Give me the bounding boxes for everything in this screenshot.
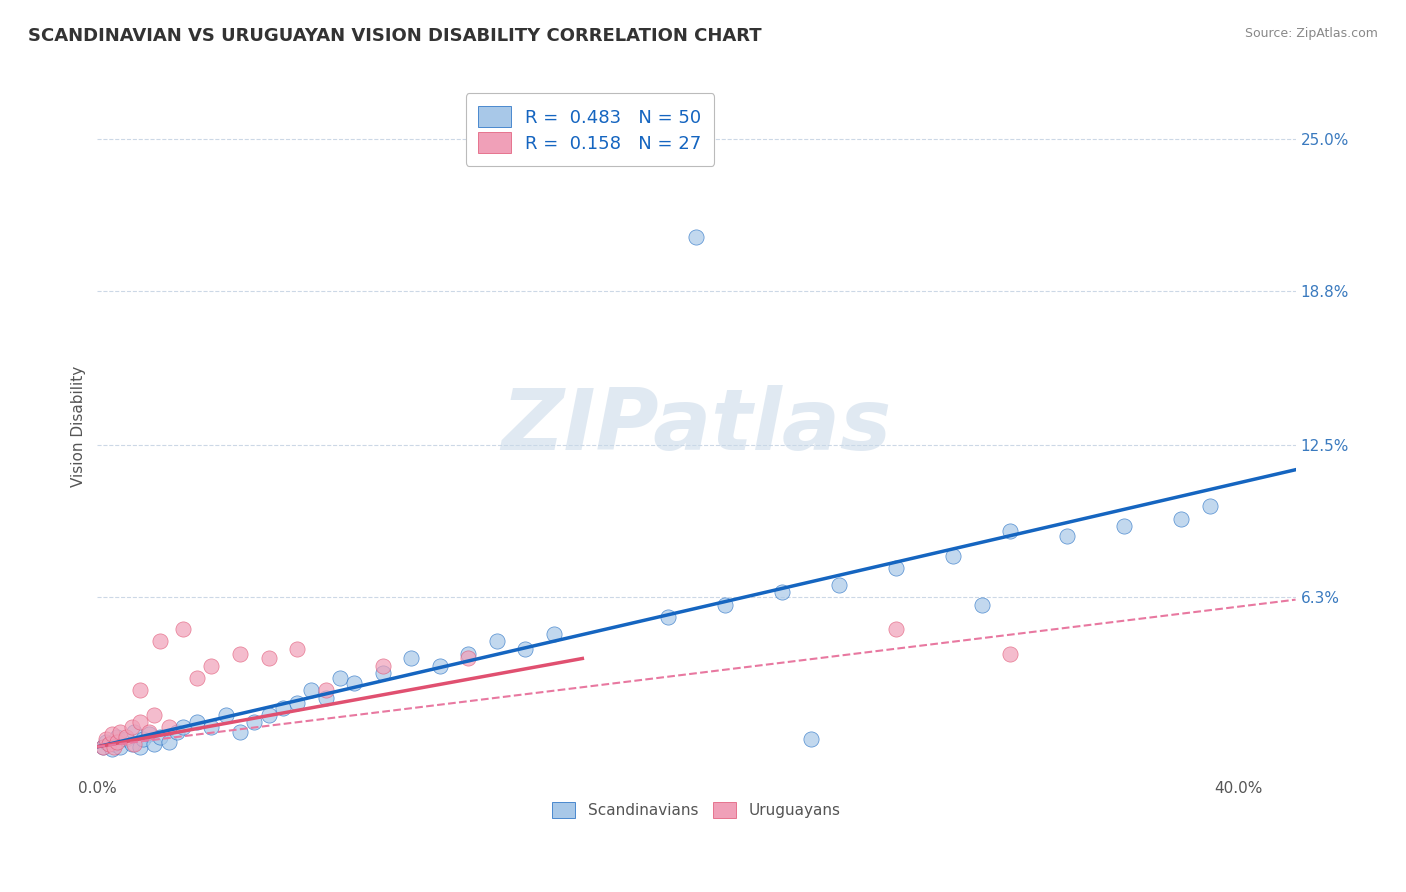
Point [94,735,117,749]
Point [1000,524,1022,538]
Point [229,725,252,739]
Point [100,742,122,756]
Point [970,598,993,612]
Point [132,732,155,747]
Point [1199,500,1222,514]
Point [129,739,152,754]
Point [103,739,125,754]
Point [186,715,208,730]
Point [800,732,823,747]
Point [166,725,188,739]
Point [121,737,143,751]
Point [657,609,679,624]
Point [515,641,537,656]
Point [103,737,125,751]
Point [229,647,252,661]
Point [285,641,308,656]
Point [121,720,143,734]
Point [105,735,128,749]
Point [770,585,793,599]
Point [215,707,238,722]
Point [543,627,565,641]
Point [285,696,308,710]
Point [143,737,166,751]
Point [108,725,131,739]
Point [157,735,180,749]
Point [124,737,146,751]
Point [97,737,120,751]
Point [429,658,451,673]
Point [371,658,394,673]
Point [186,671,208,685]
Point [884,622,907,636]
Point [243,715,266,730]
Point [399,651,422,665]
Point [299,683,322,698]
Point [485,634,508,648]
Point [115,732,138,747]
Point [149,730,172,744]
Point [457,651,479,665]
Point [371,666,394,681]
Point [129,683,152,698]
Point [200,720,222,734]
Point [143,707,166,722]
Y-axis label: Vision Disability: Vision Disability [72,367,86,487]
Point [257,707,280,722]
Text: SCANDINAVIAN VS URUGUAYAN VISION DISABILITY CORRELATION CHART: SCANDINAVIAN VS URUGUAYAN VISION DISABIL… [28,27,762,45]
Text: Source: ZipAtlas.com: Source: ZipAtlas.com [1244,27,1378,40]
Point [315,690,337,705]
Point [100,727,122,741]
Legend: Scandinavians, Uruguayans: Scandinavians, Uruguayans [547,797,846,824]
Point [149,634,172,648]
Point [685,229,707,244]
Point [172,622,194,636]
Point [457,647,479,661]
Text: ZIPatlas: ZIPatlas [502,385,891,468]
Point [157,720,180,734]
Point [129,715,152,730]
Point [315,683,337,698]
Point [884,561,907,575]
Point [138,725,160,739]
Point [828,578,851,592]
Point [94,732,117,747]
Point [1170,512,1192,526]
Point [124,725,146,739]
Point [714,598,737,612]
Point [91,739,114,754]
Point [115,730,138,744]
Point [105,730,128,744]
Point [257,651,280,665]
Point [329,671,352,685]
Point [271,700,294,714]
Point [1056,529,1078,543]
Point [1000,647,1022,661]
Point [942,549,965,563]
Point [200,658,222,673]
Point [172,720,194,734]
Point [91,739,114,754]
Point [343,676,366,690]
Point [138,727,160,741]
Point [1114,519,1136,533]
Point [108,739,131,754]
